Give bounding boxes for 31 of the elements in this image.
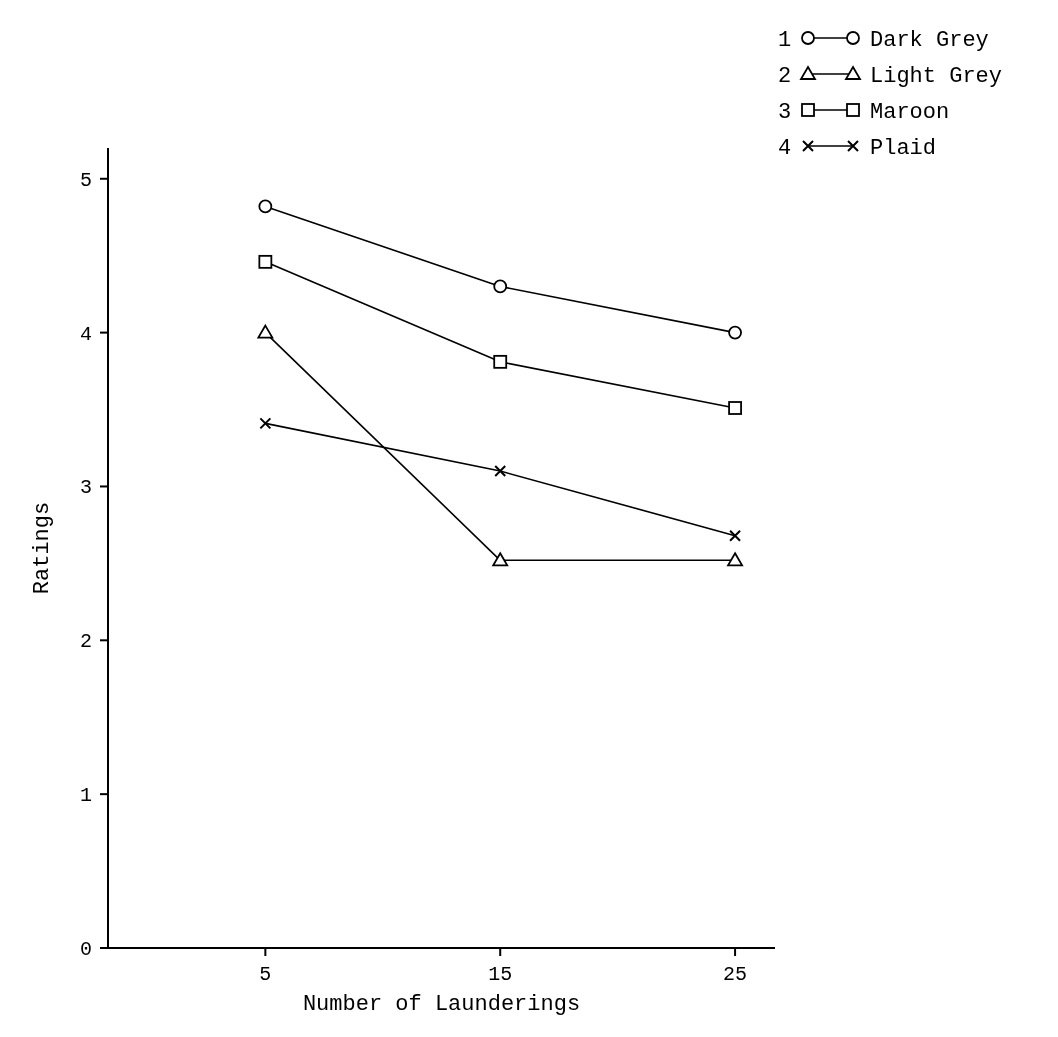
text: 1 <box>778 27 792 53</box>
point <box>727 552 743 567</box>
y-tick-label: 3 <box>79 476 93 500</box>
point <box>493 279 508 294</box>
legend-label: Plaid <box>870 135 937 161</box>
text: 3 <box>778 99 792 125</box>
y-tick-label: 1 <box>79 784 93 808</box>
point <box>728 325 742 340</box>
point <box>728 401 742 415</box>
x-tick-label: 5 <box>259 963 272 986</box>
point <box>492 552 509 567</box>
point <box>259 417 272 430</box>
point <box>257 324 274 339</box>
y-tick-label: 4 <box>79 322 93 346</box>
x-tick-label: 15 <box>488 963 513 986</box>
y-tick-label: 0 <box>79 938 93 961</box>
text: 4 <box>778 135 792 161</box>
y-axis-title: Ratings <box>30 501 55 595</box>
x-axis-title: Number of Launderings <box>302 992 581 1017</box>
y-tick-label: 2 <box>79 630 93 654</box>
x-tick-label: 25 <box>723 963 748 986</box>
text: 2 <box>778 63 792 89</box>
point <box>258 254 273 269</box>
legend-label: Maroon <box>870 99 950 125</box>
point <box>493 354 508 369</box>
y-tick-label: 5 <box>79 168 93 192</box>
legend-label: Light Grey <box>870 63 1003 89</box>
point <box>258 199 273 214</box>
point <box>729 529 742 542</box>
legend-label: Dark Grey <box>870 27 989 53</box>
point <box>494 465 507 478</box>
